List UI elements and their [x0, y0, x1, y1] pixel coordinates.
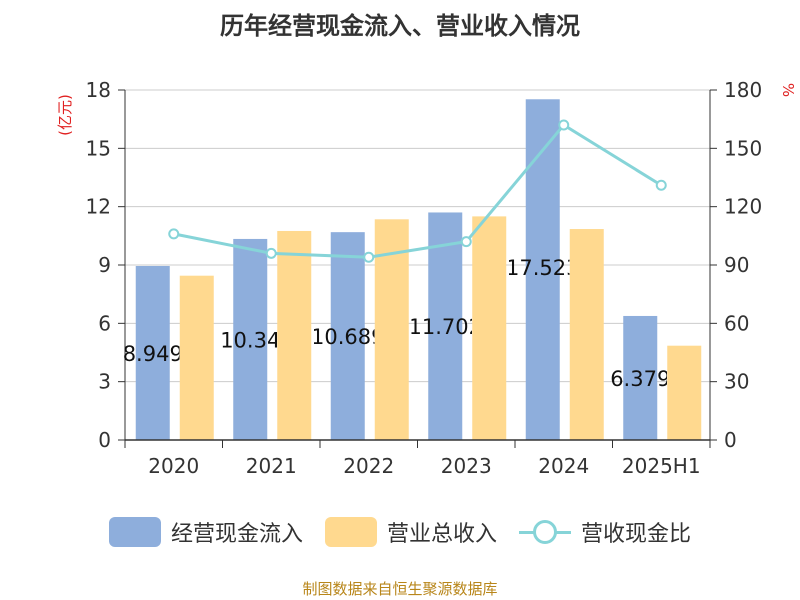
right-tick-label: 0 [724, 428, 737, 452]
left-tick-label: 9 [98, 253, 111, 277]
bar-revenue [472, 216, 507, 440]
data-source-note: 制图数据来自恒生聚源数据库 [302, 580, 498, 598]
data-label-cash-inflow: 11.702 [409, 315, 482, 339]
legend-swatch-ratio [519, 517, 571, 547]
legend-item-revenue[interactable]: 营业总收入 [324, 516, 497, 548]
left-axis-title: (亿元) [56, 94, 74, 136]
right-tick-label: 120 [724, 195, 762, 219]
left-tick-label: 12 [86, 195, 111, 219]
x-tick-label: 2020 [148, 454, 199, 478]
data-label-cash-inflow: 8.949 [123, 342, 183, 366]
legend-item-ratio[interactable]: 营收现金比 [519, 516, 691, 548]
x-tick-label: 2025H1 [622, 454, 701, 478]
ratio-point [363, 251, 375, 263]
legend-label-cash-inflow: 经营现金流入 [170, 522, 303, 547]
bar-revenue [179, 275, 214, 440]
legend: 经营现金流入 营业总收入 营收现金比 [0, 516, 800, 548]
bar-cash-inflow [233, 238, 268, 440]
right-tick-label: 180 [724, 78, 762, 102]
bar-cash-inflow [428, 212, 463, 440]
bar-cash-inflow [330, 232, 365, 440]
ratio-point [168, 228, 180, 240]
x-tick-label: 2024 [538, 454, 589, 478]
legend-label-revenue: 营业总收入 [386, 522, 497, 547]
legend-swatch-ratio-dot [533, 520, 557, 544]
legend-swatch-revenue [324, 517, 377, 547]
right-tick-label: 60 [724, 311, 749, 335]
x-tick-label: 2022 [343, 454, 394, 478]
bar-cash-inflow [623, 315, 658, 440]
x-tick-label: 2021 [246, 454, 297, 478]
bar-cash-inflow [525, 99, 560, 441]
data-label-cash-inflow: 10.689 [311, 325, 384, 349]
chart-title: 历年经营现金流入、营业收入情况 [220, 12, 580, 40]
bar-revenue [277, 230, 312, 440]
bar-revenue [569, 229, 604, 440]
data-label-cash-inflow: 10.34 [220, 328, 280, 352]
data-label-cash-inflow: 6.379 [610, 367, 670, 391]
left-tick-label: 6 [98, 311, 111, 335]
legend-label-ratio: 营收现金比 [581, 522, 692, 547]
ratio-point [558, 119, 570, 131]
legend-item-cash-inflow[interactable]: 经营现金流入 [108, 516, 303, 548]
ratio-point [460, 236, 472, 248]
bar-revenue [667, 345, 702, 440]
left-tick-label: 3 [98, 370, 111, 394]
right-tick-label: 90 [724, 253, 749, 277]
left-tick-label: 0 [98, 428, 111, 452]
bar-cash-inflow [135, 265, 170, 440]
right-tick-label: 150 [724, 136, 762, 160]
ratio-point [655, 179, 667, 191]
right-axis-title: % [779, 83, 797, 97]
left-tick-label: 18 [86, 78, 111, 102]
data-label-cash-inflow: 17.523 [506, 256, 579, 280]
right-tick-label: 30 [724, 370, 749, 394]
left-tick-label: 15 [86, 136, 111, 160]
legend-swatch-cash-inflow [108, 517, 161, 547]
x-tick-label: 2023 [441, 454, 492, 478]
ratio-point [265, 247, 277, 259]
ratio-line [173, 123, 663, 259]
